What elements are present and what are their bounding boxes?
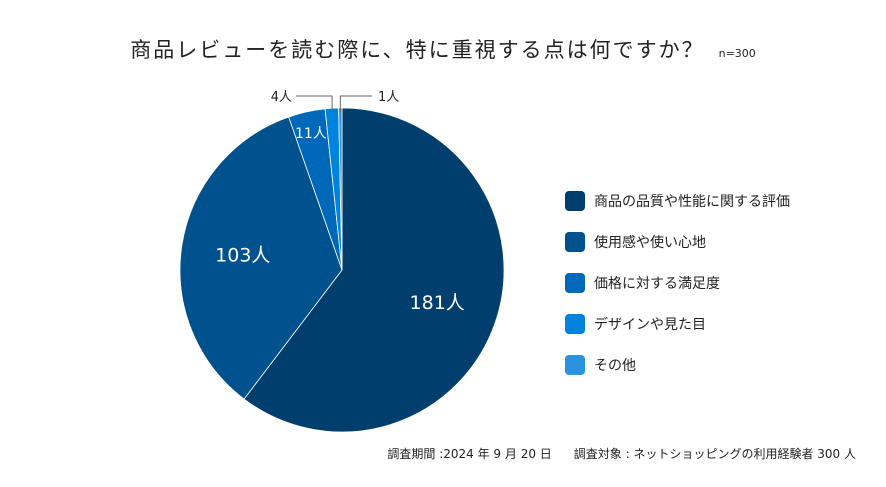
- legend-item: 価格に対する満足度: [565, 262, 790, 303]
- legend-swatch: [565, 231, 585, 252]
- pie-slice: [179, 116, 343, 400]
- legend: 商品の品質や性能に関する評価 使用感や使い心地 価格に対する満足度 デザインや見た目そ…: [565, 180, 790, 385]
- legend-label: デザインや見た目: [594, 316, 706, 333]
- legend-label: 価格に対する満足度: [594, 275, 720, 292]
- survey-period: 調査期間 :2024 年 9 月 20 日: [387, 447, 552, 461]
- legend-swatch: [565, 272, 585, 293]
- legend-item: 商品の品質や性能に関する評価: [565, 180, 790, 221]
- leader-line: [296, 95, 333, 113]
- legend-label: 使用感や使い心地: [594, 234, 706, 251]
- legend-label: 商品の品質や性能に関する評価: [594, 193, 790, 210]
- pie-slice: [243, 107, 505, 433]
- data-label: 103人: [215, 244, 270, 266]
- sample-size: n=300: [718, 47, 756, 60]
- legend-swatch: [565, 313, 585, 334]
- legend-label: その他: [594, 357, 636, 374]
- legend-item: デザインや見た目: [565, 303, 790, 344]
- data-label: 1人: [378, 90, 399, 105]
- footer: 調査期間 :2024 年 9 月 20 日 調査対象 : ネットショッピングの利用…: [387, 445, 856, 462]
- legend-item: 使用感や使い心地: [565, 221, 790, 262]
- data-label: 11人: [295, 126, 327, 142]
- survey-target: 調査対象 : ネットショッピングの利用経験者 300 人: [573, 447, 856, 461]
- data-label: 181人: [410, 292, 465, 314]
- leader-line: [339, 95, 372, 113]
- legend-item: その他: [565, 344, 790, 385]
- chart-title: 商品レビューを読む際に、特に重視する点は何ですか？ n=300: [130, 38, 756, 62]
- legend-swatch: [565, 354, 585, 375]
- legend-swatch: [565, 190, 585, 211]
- data-label: 4人: [271, 90, 292, 105]
